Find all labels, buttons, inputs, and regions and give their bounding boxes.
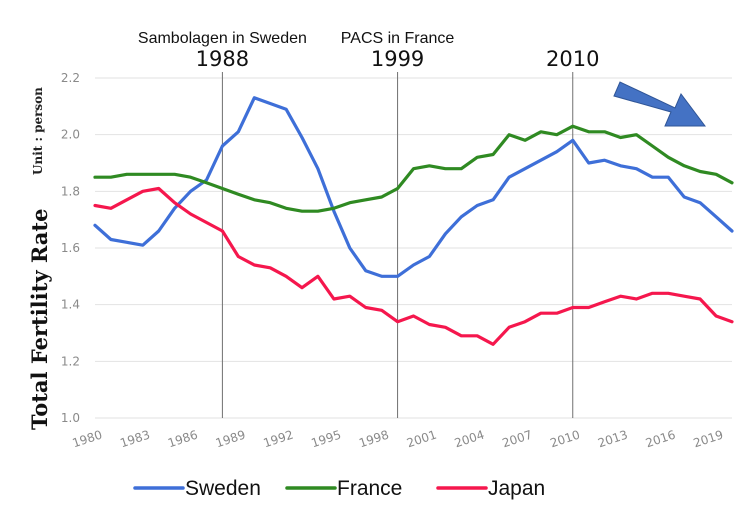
series-lines: [93, 96, 734, 346]
x-tick-label: 2004: [453, 428, 486, 451]
series-line-japan: [93, 186, 734, 346]
y-tick-label: 2.0: [61, 128, 80, 142]
legend-label-france: France: [337, 477, 402, 500]
x-tick-label: 1992: [262, 428, 295, 451]
x-tick-label: 1998: [357, 428, 390, 451]
y-tick-label: 1.8: [61, 184, 80, 198]
y-tick-label: 1.6: [61, 241, 80, 255]
legend-label-sweden: Sweden: [185, 477, 261, 500]
legend: Sweden France Japan: [133, 477, 545, 500]
grid: [95, 77, 732, 419]
series-line-sweden: [93, 96, 734, 278]
legend-label-japan: Japan: [488, 477, 545, 500]
annotation-year: 2010: [546, 47, 599, 71]
annotation-year: 1988: [196, 47, 249, 71]
x-tick-label: 1995: [309, 428, 342, 451]
trend-arrow: [613, 81, 706, 127]
x-tick-label: 2007: [501, 428, 534, 451]
y-tick-labels: 1.0 1.2 1.4 1.6 1.8 2.0 2.2: [61, 71, 80, 425]
x-tick-label: 1980: [71, 428, 104, 451]
y-axis-title: Total Fertility Rate: [27, 209, 52, 430]
x-tick-label: 1986: [166, 428, 199, 451]
series-line-france: [93, 124, 734, 213]
annotation-year: 1999: [371, 47, 424, 71]
x-tick-label: 2010: [548, 428, 581, 451]
annotation-text: PACS in France: [341, 30, 455, 47]
y-tick-label: 2.2: [61, 71, 80, 85]
x-tick-labels: 1980 1983 1986 1989 1992 1995 1998 2001 2004 2007…: [71, 428, 725, 451]
x-tick-label: 2016: [644, 428, 677, 451]
x-tick-label: 2019: [692, 428, 725, 451]
x-tick-label: 1983: [118, 428, 151, 451]
y-tick-label: 1.0: [61, 411, 80, 425]
y-axis-unit: Unit : person: [31, 87, 45, 175]
x-tick-label: 2001: [405, 428, 438, 451]
down-trend-arrow-icon: [613, 81, 706, 127]
x-tick-label: 1989: [214, 428, 247, 451]
y-tick-label: 1.4: [61, 298, 80, 312]
annotation-text: Sambolagen in Sweden: [138, 30, 307, 47]
y-tick-label: 1.2: [61, 354, 80, 368]
x-tick-label: 2013: [596, 428, 629, 451]
